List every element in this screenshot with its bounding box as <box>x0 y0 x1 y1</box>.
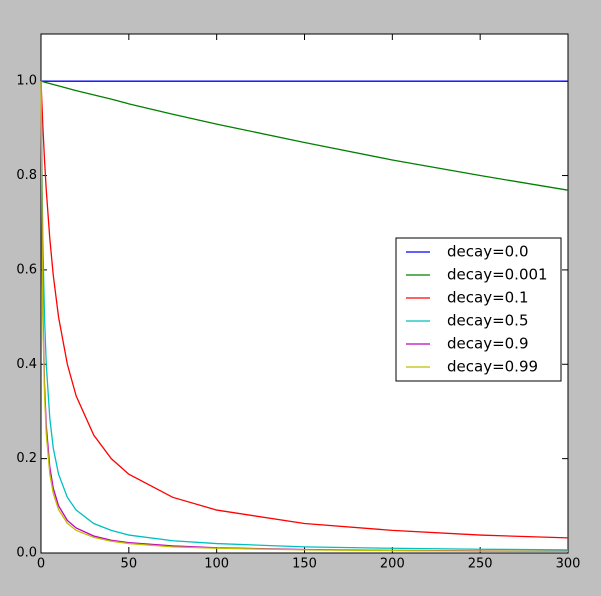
legend-label: decay=0.9 <box>447 335 529 353</box>
legend-label: decay=0.001 <box>447 266 548 284</box>
legend-label: decay=0.1 <box>447 289 529 307</box>
y-tick-label: 0.0 <box>16 546 37 561</box>
line <box>40 81 569 553</box>
x-tick-label: 150 <box>292 557 317 572</box>
line <box>40 81 569 551</box>
x-tick-label: 50 <box>121 557 138 572</box>
x-tick-label: 300 <box>556 557 581 572</box>
y-tick-label: 0.6 <box>16 262 37 277</box>
line <box>40 81 569 539</box>
y-tick-label: 0.4 <box>16 357 37 372</box>
y-tick-label: 0.2 <box>16 451 37 466</box>
line <box>40 80 569 191</box>
x-tick-label: 100 <box>204 557 229 572</box>
x-tick-label: 0 <box>37 557 45 572</box>
legend-box <box>395 237 562 382</box>
legend: decay=0.0 decay=0.001 decay=0.1 decay=0.5 de… <box>395 237 562 382</box>
legend-label: decay=0.5 <box>447 312 529 330</box>
y-tick-label: 1.0 <box>16 74 37 89</box>
legend-label: decay=0.0 <box>447 243 529 261</box>
x-tick-label: 250 <box>468 557 493 572</box>
y-tick-label: 0.8 <box>16 168 37 183</box>
x-tick-label: 200 <box>380 557 405 572</box>
legend-label: decay=0.99 <box>447 358 538 376</box>
